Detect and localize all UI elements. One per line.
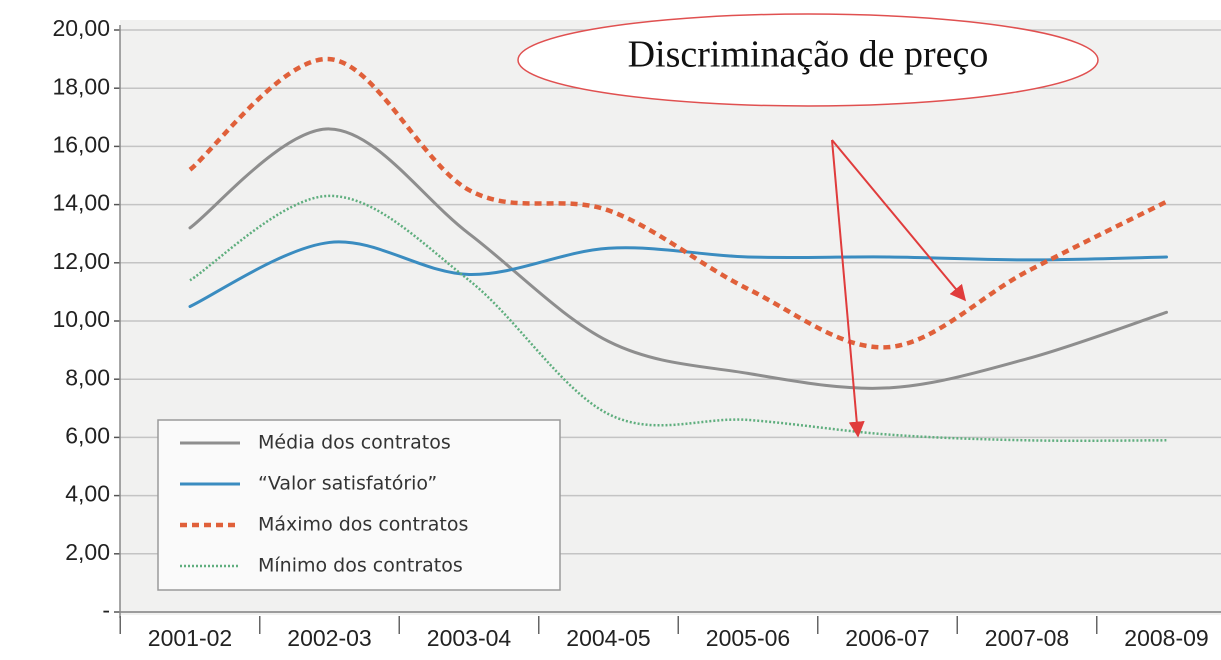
y-tick-label: 12,00 xyxy=(52,248,110,274)
annotation-ellipse xyxy=(517,13,1099,107)
x-tick-label: 2002-03 xyxy=(287,625,371,651)
x-tick-label: 2003-04 xyxy=(427,625,512,651)
annotation-arrow xyxy=(831,139,967,302)
legend-label: “Valor satisfatório” xyxy=(258,473,437,495)
y-tick-label: 8,00 xyxy=(65,364,110,390)
x-tick-label: 2004-05 xyxy=(566,625,650,651)
y-tick-label: - xyxy=(102,597,110,623)
series-line xyxy=(188,56,1168,350)
y-tick-label: 4,00 xyxy=(65,481,110,507)
y-tick-label: 6,00 xyxy=(65,422,110,448)
legend-box xyxy=(157,419,561,591)
series-line xyxy=(189,194,1167,442)
y-tick-label: 2,00 xyxy=(65,539,110,565)
legend-label: Média dos contratos xyxy=(258,432,451,454)
annotation-arrow xyxy=(831,139,865,438)
y-tick-label: 14,00 xyxy=(52,190,110,216)
x-tick-label: 2008-09 xyxy=(1124,625,1208,651)
legend-label: Máximo dos contratos xyxy=(258,514,468,536)
y-tick-label: 16,00 xyxy=(52,131,110,157)
series-line xyxy=(188,127,1168,390)
y-tick-label: 20,00 xyxy=(52,15,110,41)
x-tick-label: 2006-07 xyxy=(845,625,929,651)
series-line xyxy=(188,240,1168,308)
x-tick-label: 2001-02 xyxy=(148,625,232,651)
y-tick-label: 18,00 xyxy=(52,73,110,99)
y-tick-label: 10,00 xyxy=(52,306,110,332)
x-tick-label: 2007-08 xyxy=(985,625,1069,651)
annotation-text: Discriminação de preço xyxy=(628,34,989,76)
x-tick-label: 2005-06 xyxy=(706,625,790,651)
legend-label: Mínimo dos contratos xyxy=(258,555,463,577)
